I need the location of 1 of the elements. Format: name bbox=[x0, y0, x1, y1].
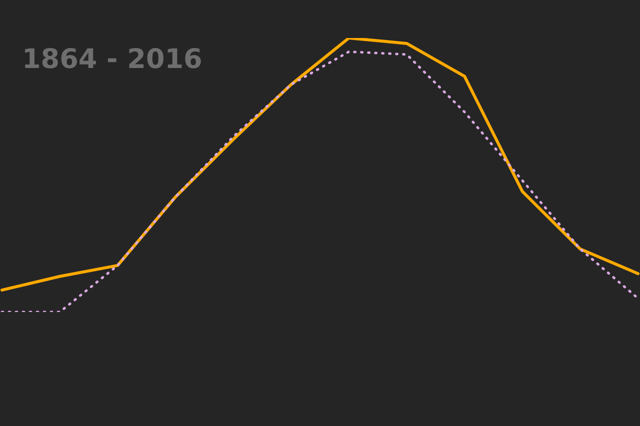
chart-title: 1864 - 2016 bbox=[22, 44, 202, 75]
